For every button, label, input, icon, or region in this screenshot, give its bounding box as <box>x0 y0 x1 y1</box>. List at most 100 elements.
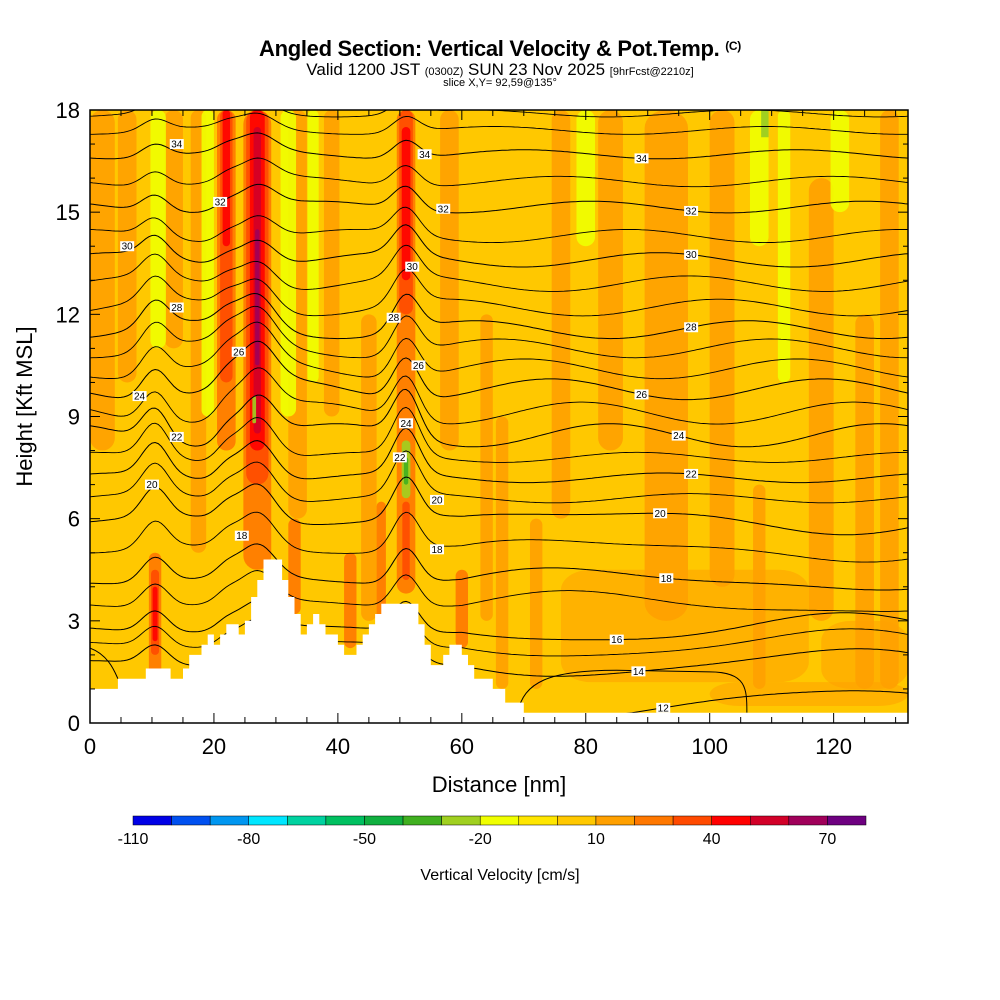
velocity-cell <box>440 110 459 451</box>
x-tick-label: 0 <box>84 734 96 759</box>
contour-label: 26 <box>634 389 649 401</box>
contour-label-bg <box>231 346 246 357</box>
contour-label: 32 <box>436 203 451 215</box>
velocity-cell <box>761 110 769 138</box>
contour-label-text: 24 <box>673 431 685 442</box>
contour-label-bg <box>684 468 699 479</box>
valid-utc: (0300Z) <box>424 66 464 78</box>
contour-label-bg <box>392 452 407 463</box>
contour-label: 28 <box>684 322 699 334</box>
contour-label: 34 <box>417 149 432 161</box>
velocity-cell <box>644 110 689 621</box>
contour-label-bg <box>417 149 432 160</box>
theta-contour-line <box>90 406 908 463</box>
colorbar-swatch <box>557 815 597 826</box>
theta-contour-line <box>90 340 908 401</box>
contour-label-bg <box>430 544 445 555</box>
velocity-cell <box>152 586 158 642</box>
velocity-cell <box>307 110 319 383</box>
colorbar-swatch <box>287 815 327 826</box>
theta-contour-line <box>90 268 908 317</box>
contour-label: 22 <box>684 468 699 480</box>
theta-contour-line <box>90 112 908 135</box>
contour-label-bg <box>684 205 699 216</box>
colorbar-swatch <box>479 815 520 826</box>
contour-label-text: 34 <box>636 154 648 165</box>
contour-label: 12 <box>656 702 671 714</box>
colorbar-swatch <box>402 815 442 826</box>
velocity-cell <box>529 518 543 689</box>
theta-contour-line <box>90 511 908 563</box>
theta-contour-line <box>90 647 119 679</box>
contour-label: 16 <box>609 634 624 646</box>
valid-date: SUN 23 Nov 2025 <box>468 60 606 79</box>
colorbar-tick-label: -50 <box>353 831 376 848</box>
contour-label-text: 32 <box>215 197 227 208</box>
theta-contour-line <box>90 427 908 484</box>
velocity-cell <box>855 314 874 689</box>
velocity-cell <box>376 501 386 621</box>
contour-label-bg <box>659 573 674 584</box>
title-units: (C) <box>725 39 741 53</box>
contour-label: 32 <box>684 205 699 217</box>
velocity-cell <box>344 552 357 649</box>
velocity-cell <box>709 110 735 587</box>
colorbar: -110 -80 -50 -20 10 40 70 Vertical Velocity [cm… <box>118 815 867 884</box>
theta-contour-line <box>90 388 908 448</box>
colorbar-swatch <box>518 815 558 826</box>
x-tick-label: 100 <box>691 734 728 759</box>
chart-title: Angled Section: Vertical Velocity & Pot.… <box>0 36 1000 62</box>
contour-label-bg <box>132 391 147 402</box>
contour-label: 14 <box>631 666 646 678</box>
theta-contour-line <box>517 669 748 713</box>
contour-label-text: 12 <box>658 703 670 714</box>
velocity-cell <box>280 110 297 417</box>
velocity-cell <box>551 110 571 519</box>
y-axis-label: Height [Kft MSL] <box>12 326 37 486</box>
velocity-cell <box>255 229 260 366</box>
contour-label-text: 20 <box>431 495 443 506</box>
velocity-cell <box>830 110 850 213</box>
contour-label-text: 28 <box>171 303 183 314</box>
title-text: Angled Section: Vertical Velocity & Pot.… <box>258 36 720 61</box>
contour-label-bg <box>144 479 159 490</box>
contour-label: 22 <box>169 431 184 443</box>
velocity-cell <box>361 314 377 621</box>
colorbar-swatch <box>132 815 172 826</box>
colorbar-swatch <box>634 815 674 826</box>
theta-contour-line <box>90 206 908 244</box>
contour-label-bg <box>399 418 414 429</box>
contour-label-bg <box>386 312 401 323</box>
contour-label-bg <box>631 666 646 677</box>
colorbar-tick-label: 70 <box>819 831 837 848</box>
velocity-cell <box>201 110 214 417</box>
colorbar-swatch <box>171 815 211 826</box>
slice-info: slice X,Y= 92,59@135° <box>443 77 557 89</box>
x-tick-label: 20 <box>202 734 226 759</box>
velocity-patch <box>821 620 908 689</box>
contour-label-text: 26 <box>413 361 425 372</box>
velocity-cell <box>90 110 115 451</box>
valid-fcst: [9hrFcst@2210z] <box>609 66 694 78</box>
colorbar-swatch <box>827 815 867 826</box>
contour-label: 30 <box>684 249 699 261</box>
theta-contour-line <box>90 321 908 380</box>
contour-label-text: 26 <box>233 347 245 358</box>
contour-label-bg <box>634 389 649 400</box>
colorbar-swatch <box>711 815 751 826</box>
x-axis-label: Distance [nm] <box>432 772 567 797</box>
contour-label-bg <box>234 530 249 541</box>
theta-contour-line <box>90 244 908 292</box>
velocity-cell <box>880 110 899 689</box>
velocity-cell <box>150 110 166 349</box>
colorbar-swatch <box>788 815 828 826</box>
y-tick-label: 12 <box>56 302 80 327</box>
theta-contour-line <box>90 132 908 160</box>
contour-label: 30 <box>120 241 135 253</box>
contour-label-text: 18 <box>431 545 443 556</box>
x-tick-label: 80 <box>574 734 598 759</box>
contour-label-text: 22 <box>394 453 406 464</box>
contour-label-text: 20 <box>655 509 667 520</box>
contour-label: 34 <box>634 153 649 165</box>
